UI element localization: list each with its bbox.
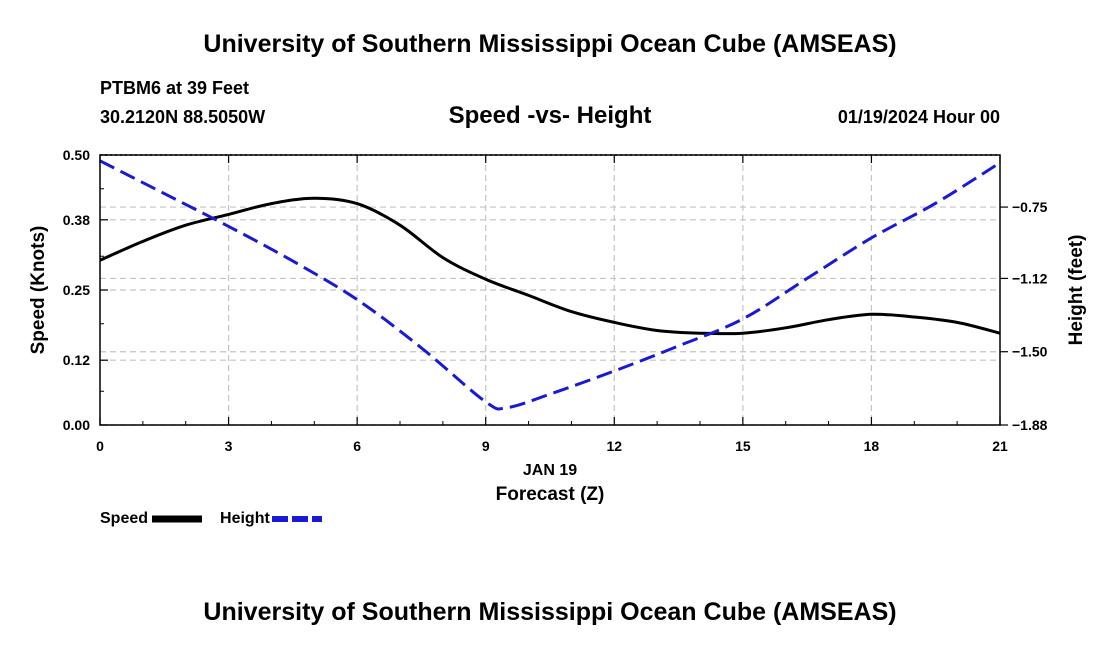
y-tick-label: 0.50: [63, 147, 90, 163]
chart-title: Speed -vs- Height: [448, 102, 652, 129]
x-tick-label: 6: [353, 438, 361, 454]
series-layer: [99, 159, 1001, 411]
series-line-speed: [99, 196, 1001, 336]
axes: 0 3 6 9 12 15 18 21 0.00 0.12 0.25 0.38 0.50 −1.88 −1.…: [63, 147, 1048, 454]
y2-tick-label: −0.75: [1012, 199, 1048, 215]
date-label: JAN 19: [523, 462, 577, 479]
x-tick-label: 0: [96, 438, 104, 454]
y2-tick-label: −1.12: [1012, 270, 1048, 286]
x-tick-label: 9: [482, 438, 490, 454]
legend-label-height: Height: [220, 510, 270, 527]
y-tick-label: 0.12: [63, 352, 90, 368]
page-title: University of Southern Mississippi Ocean…: [203, 30, 897, 58]
x-tick-label: 12: [606, 438, 622, 454]
forecast-datetime: 01/19/2024 Hour 00: [837, 107, 1000, 127]
grid-lines: [100, 154, 1000, 426]
y2-tick-label: −1.88: [1012, 417, 1048, 433]
y2-tick-label: −1.50: [1012, 344, 1048, 360]
legend-label-speed: Speed: [100, 510, 149, 527]
station-name: PTBM6 at 39 Feet: [100, 78, 250, 98]
x-tick-label: 18: [864, 438, 880, 454]
y-tick-label: 0.38: [63, 212, 90, 228]
y-tick-label: 0.25: [63, 282, 90, 298]
y-tick-label: 0.00: [63, 417, 90, 433]
footer-title: University of Southern Mississippi Ocean…: [203, 598, 897, 626]
x-tick-label: 15: [735, 438, 751, 454]
station-coords: 30.2120N 88.5050W: [100, 107, 266, 127]
legend: Speed Height: [100, 510, 324, 528]
legend-swatch-height: [271, 516, 322, 522]
x-tick-label: 21: [992, 438, 1008, 454]
y2-axis-label: Height (feet): [1066, 235, 1087, 346]
series-line-height: [99, 159, 1001, 411]
x-tick-label: 3: [225, 438, 233, 454]
x-axis-label: Forecast (Z): [496, 484, 605, 505]
y-axis-label: Speed (Knots): [28, 226, 49, 355]
legend-swatch-speed: [152, 515, 203, 523]
